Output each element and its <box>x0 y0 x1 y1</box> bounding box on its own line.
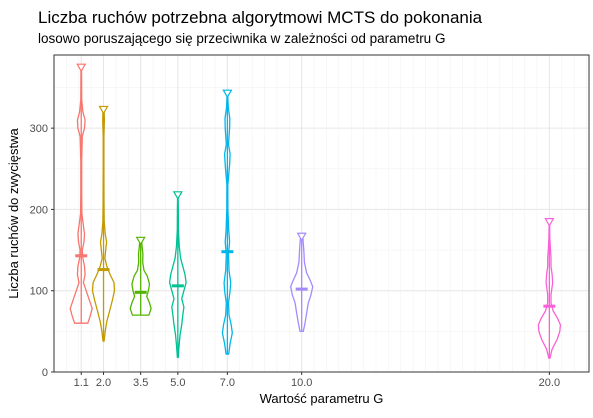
y-axis-title: Liczba ruchów do zwycięstwa <box>6 127 21 298</box>
violin-g-20 <box>537 218 562 359</box>
x-tick-label: 7.0 <box>220 377 235 389</box>
x-tick-label: 1.1 <box>74 377 89 389</box>
x-tick-label: 10.0 <box>291 377 312 389</box>
plot-panel <box>54 55 589 372</box>
panel-border <box>53 54 590 373</box>
y-tick-label: 200 <box>30 204 48 216</box>
violin-g-1-1 <box>69 63 93 324</box>
max-marker <box>76 63 87 73</box>
max-marker <box>544 218 555 227</box>
violin-g-2 <box>91 105 116 342</box>
y-tick-label: 300 <box>30 123 48 135</box>
y-tick-label: 0 <box>42 367 48 379</box>
x-tick-label: 20.0 <box>539 377 560 389</box>
violin-g-7 <box>221 89 234 355</box>
violin-g-5 <box>168 191 187 359</box>
x-axis-title: Wartość parametru G <box>260 391 384 406</box>
x-tick-label: 5.0 <box>170 377 185 389</box>
panel-background <box>54 55 589 372</box>
max-marker <box>222 89 233 99</box>
chart-subtitle: losowo poruszającego się przeciwnika w z… <box>38 31 445 46</box>
max-marker <box>296 232 307 242</box>
axes: 0 100 200 300 1.1 2.0 3.5 5.0 7.0 10.0 20.0 <box>30 123 560 389</box>
violin-g-3-5 <box>129 236 152 316</box>
x-tick-label: 2.0 <box>96 377 111 389</box>
max-marker <box>172 191 183 201</box>
y-tick-label: 100 <box>30 286 48 298</box>
chart-title: Liczba ruchów potrzebna algorytmowi MCTS… <box>38 8 483 27</box>
violin-series <box>69 63 562 359</box>
max-marker <box>98 105 109 115</box>
violin-g-10 <box>290 232 314 333</box>
max-marker <box>135 236 146 246</box>
x-tick-label: 3.5 <box>133 377 148 389</box>
